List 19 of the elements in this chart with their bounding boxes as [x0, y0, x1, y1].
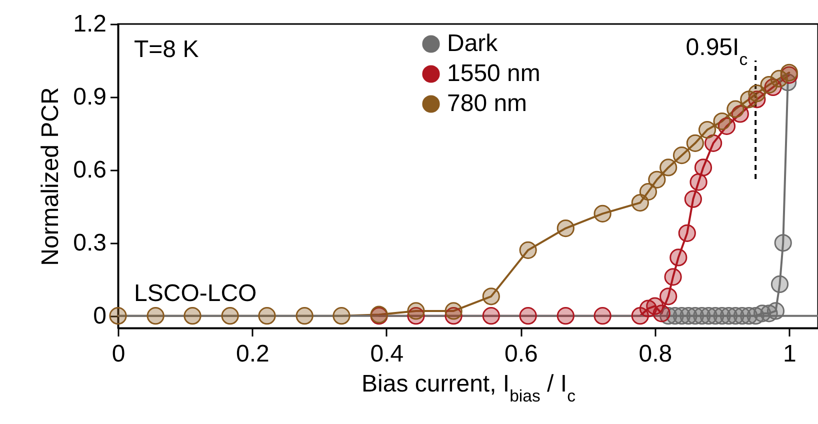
ref-line-label: 0.95I$_{c}$ — [686, 34, 748, 68]
y-tick-label: 0.9 — [73, 83, 106, 110]
legend-label: Dark — [447, 30, 499, 57]
x-axis-title: Bias current, I$_{bias}$ / I$_{c}$ — [362, 370, 576, 405]
x-tick-label: 0.6 — [504, 340, 538, 368]
y-tick-label: 0.6 — [73, 156, 106, 184]
y-tick-label: 0 — [93, 302, 106, 330]
legend-label: 780 nm — [447, 90, 528, 117]
annotation: LSCO-LCO — [134, 280, 257, 307]
y-tick-label: 0.3 — [73, 229, 106, 256]
legend-label: 1550 nm — [447, 60, 540, 87]
y-axis-title: Normalized PCR — [37, 87, 64, 266]
x-tick-label: 0.8 — [638, 340, 672, 368]
x-tick-label: 0.2 — [236, 340, 270, 368]
annotation: T=8 K — [134, 36, 199, 63]
x-tick-label: 1 — [782, 340, 796, 368]
y-tick-label: 1.2 — [73, 10, 106, 38]
x-tick-label: 0.4 — [370, 340, 404, 368]
x-tick-label: 0 — [112, 340, 126, 368]
